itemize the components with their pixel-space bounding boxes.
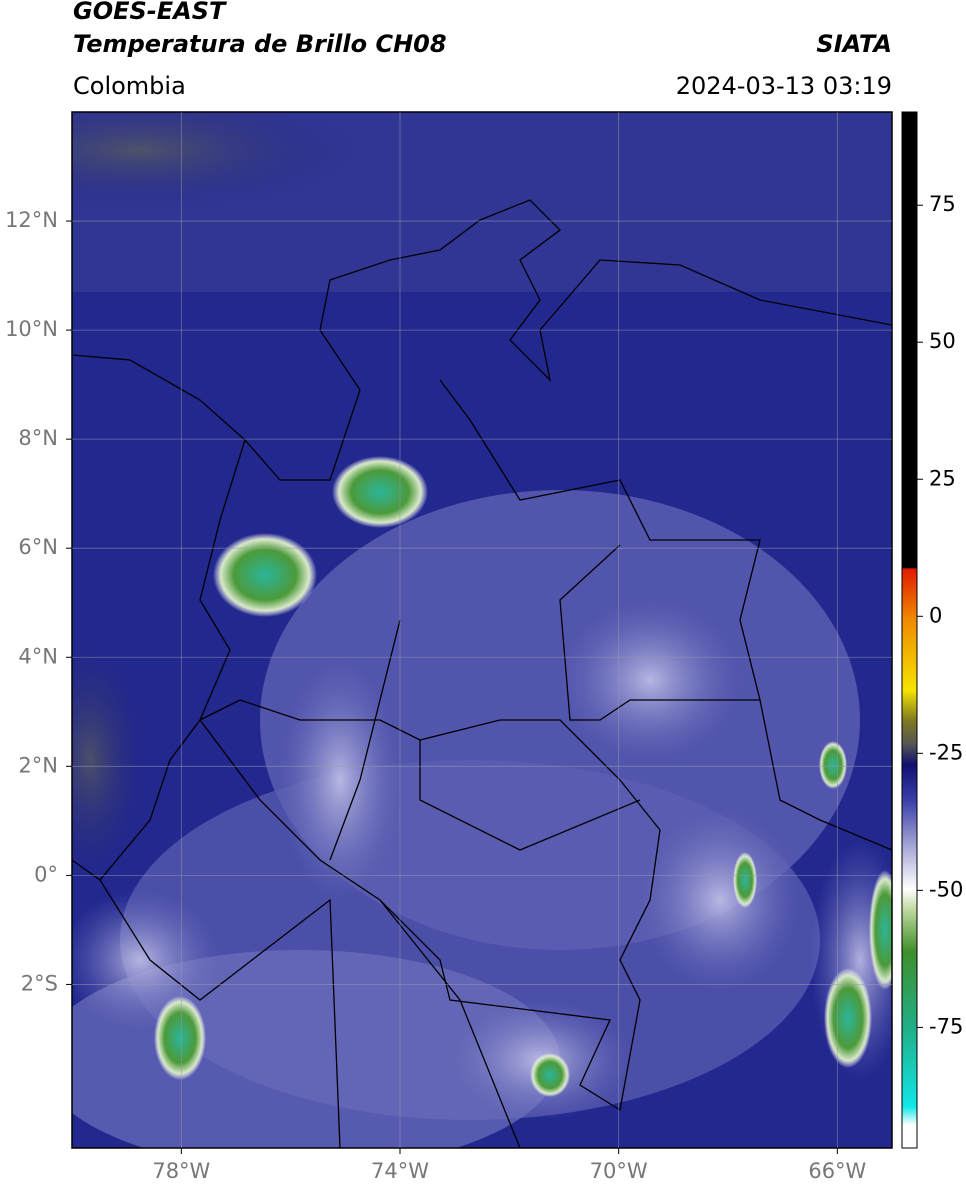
x-tick-label: 74°W (371, 1159, 429, 1183)
y-tick-label: 12°N (5, 208, 58, 232)
region: Colombia (73, 72, 186, 100)
map-frame (71, 111, 893, 1149)
x-tick-label: 66°W (808, 1159, 866, 1183)
y-tick-label: 6°N (18, 535, 58, 559)
colorbar-tick-label: 75 (929, 192, 956, 216)
source: SIATA (816, 30, 892, 58)
y-tick-label: 2°S (21, 971, 58, 995)
colorbar-tick-label: -75 (929, 1014, 963, 1038)
x-tick-label: 70°W (590, 1159, 648, 1183)
colorbar-tick-label: 50 (929, 329, 956, 353)
borders (72, 199, 892, 1148)
x-tick-label: 78°W (152, 1159, 210, 1183)
colorbar-tick-label: 25 (929, 466, 956, 490)
y-tick-label: 10°N (5, 317, 58, 341)
y-tick-label: 0° (34, 862, 58, 886)
colorbar-tick-label: -25 (929, 740, 963, 764)
datetime: 2024-03-13 03:19 (676, 72, 892, 100)
colorbar (901, 111, 918, 1149)
colorbar-tick-label: 0 (929, 603, 942, 627)
colorbar-tick-label: -50 (929, 877, 963, 901)
y-tick-label: 4°N (18, 644, 58, 668)
satellite-image (72, 112, 892, 1148)
y-tick-label: 8°N (18, 426, 58, 450)
title: GOES-EAST (73, 0, 227, 25)
subtitle: Temperatura de Brillo CH08 (73, 30, 447, 58)
y-tick-label: 2°N (18, 753, 58, 777)
